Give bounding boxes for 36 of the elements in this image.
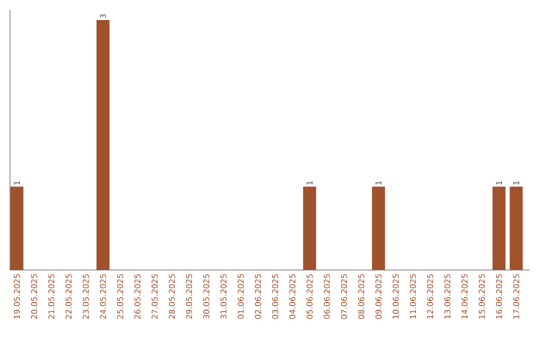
data-label: 3 — [100, 14, 106, 18]
x-tick-label: 03.06.2025 — [272, 274, 278, 319]
x-tick-label: 21.05.2025 — [48, 274, 54, 319]
data-label: 1 — [306, 181, 313, 185]
x-tick-label: 16.06.2025 — [496, 274, 502, 318]
x-tick-label: 05.06.2025 — [306, 274, 313, 319]
data-label: 1 — [14, 181, 20, 185]
x-tick-label: 29.05.2025 — [186, 274, 192, 319]
x-tick-label: 20.05.2025 — [31, 274, 38, 319]
x-tick-label: 08.06.2025 — [358, 274, 364, 319]
x-tick-label: 23.05.2025 — [82, 274, 89, 319]
x-tick-label: 12.06.2025 — [427, 274, 434, 318]
data-label: 1 — [496, 181, 502, 185]
x-tick-label: 19.05.2025 — [14, 274, 20, 318]
x-tick-label: 02.06.2025 — [254, 274, 261, 319]
x-tick-label: 10.06.2025 — [392, 274, 399, 318]
x-tick-label: 01.06.2025 — [238, 274, 244, 319]
x-tick-label: 13.06.2025 — [444, 274, 450, 318]
data-label: 1 — [376, 181, 382, 185]
x-tick-label: 17.06.2025 — [513, 274, 520, 318]
x-tick-label: 26.05.2025 — [134, 274, 140, 319]
x-tick-label: 28.05.2025 — [168, 274, 175, 319]
x-tick-label: 11.06.2025 — [410, 274, 416, 318]
x-tick-label: 04.06.2025 — [289, 274, 296, 319]
x-tick-label: 15.06.2025 — [478, 274, 485, 318]
x-tick-label: 30.05.2025 — [203, 274, 210, 319]
x-tick-label: 25.05.2025 — [117, 274, 124, 319]
x-tick-label: 31.05.2025 — [220, 274, 227, 319]
x-tick-label: 27.05.2025 — [152, 274, 158, 319]
x-tick-label: 22.05.2025 — [66, 274, 72, 319]
x-tick-label: 07.06.2025 — [341, 274, 348, 319]
x-tick-label: 24.05.2025 — [100, 274, 106, 319]
x-tick-label: 14.06.2025 — [462, 274, 468, 318]
data-label: 1 — [513, 181, 520, 185]
x-tick-label: 09.06.2025 — [375, 274, 382, 319]
x-tick-label: 06.06.2025 — [324, 274, 330, 319]
